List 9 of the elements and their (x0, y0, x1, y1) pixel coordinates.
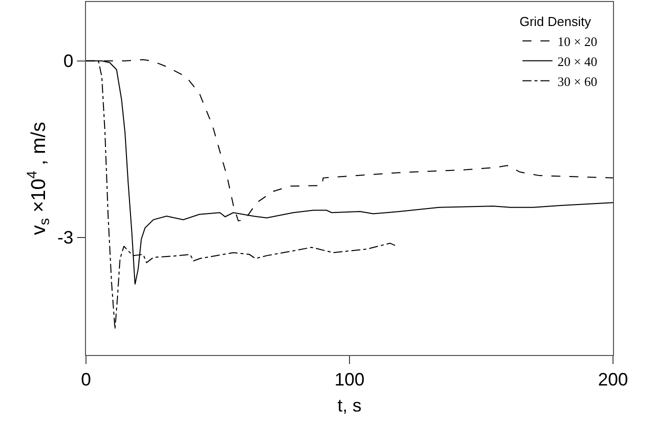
legend-label: 10 × 20 (557, 34, 598, 49)
legend-title: Grid Density (519, 14, 592, 29)
x-tick-label: 100 (334, 370, 365, 390)
x-axis-title: t, s (337, 396, 362, 416)
y-tick-label: -3 (57, 228, 74, 248)
legend-label: 20 × 40 (557, 54, 598, 69)
legend-label: 30 × 60 (557, 74, 598, 89)
x-tick-label: 200 (598, 370, 628, 390)
x-tick-label: 0 (80, 370, 92, 390)
